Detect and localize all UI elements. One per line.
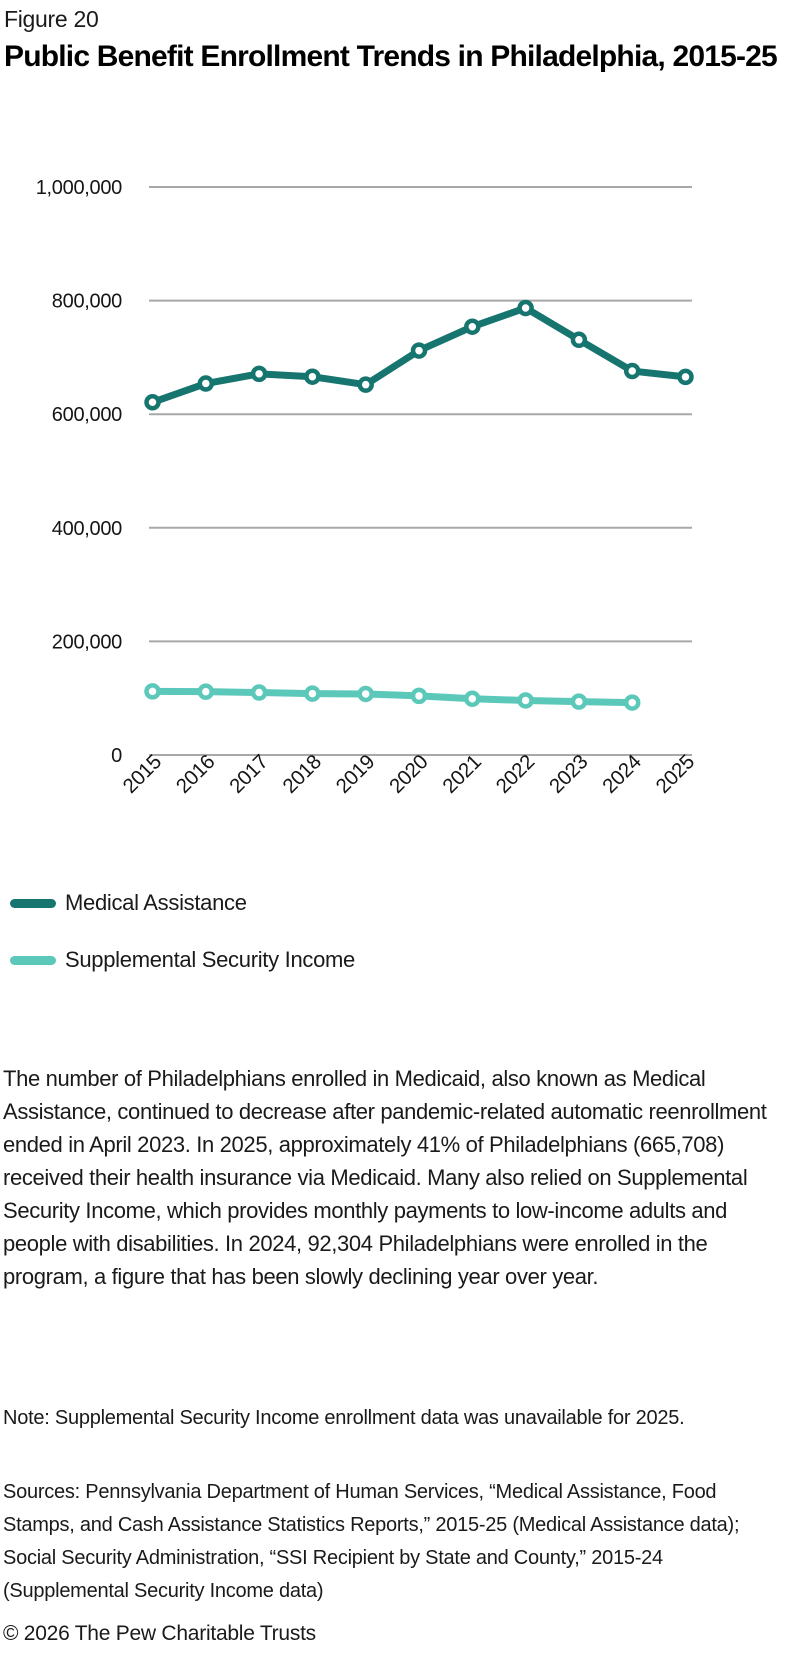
data-point-marker <box>357 376 374 393</box>
figure-label: Figure 20 <box>4 6 99 32</box>
svg-text:2018: 2018 <box>278 750 326 798</box>
data-point-marker <box>517 299 534 317</box>
svg-text:1,000,000: 1,000,000 <box>36 177 122 199</box>
svg-text:2016: 2016 <box>172 750 220 798</box>
data-point-marker <box>623 362 641 380</box>
series-medical-assistance <box>144 299 694 411</box>
chart-legend: Medical Assistance Supplemental Security… <box>10 888 355 975</box>
figure-sources: Sources: Pennsylvania Department of Huma… <box>3 1481 740 1602</box>
svg-text:2025: 2025 <box>651 750 699 798</box>
legend-label: Medical Assistance <box>65 890 247 915</box>
figure-note: Note: Supplemental Security Income enrol… <box>3 1407 685 1429</box>
svg-text:2015: 2015 <box>118 750 166 798</box>
svg-text:400,000: 400,000 <box>52 518 122 540</box>
y-axis-labels: 0 200,000 400,000 600,000 800,000 1,000,000 <box>36 177 123 767</box>
data-point-marker <box>304 368 321 385</box>
data-point-marker <box>144 394 161 411</box>
data-point-marker <box>570 693 588 710</box>
svg-text:200,000: 200,000 <box>52 631 122 653</box>
figure-description: The number of Philadelphians enrolled in… <box>3 1066 767 1289</box>
gridlines <box>149 186 692 756</box>
data-point-marker <box>623 694 641 711</box>
ssi-swatch-icon <box>10 955 56 965</box>
data-point-marker <box>410 342 428 359</box>
legend-item-supplemental-security-income: Supplemental Security Income <box>10 945 355 975</box>
svg-text:800,000: 800,000 <box>52 291 122 313</box>
svg-text:2020: 2020 <box>385 750 433 798</box>
legend-label: Supplemental Security Income <box>65 947 355 972</box>
svg-text:2021: 2021 <box>438 750 486 798</box>
page-title: Public Benefit Enrollment Trends in Phil… <box>4 40 778 73</box>
svg-text:2019: 2019 <box>332 750 380 798</box>
svg-text:0: 0 <box>111 745 122 767</box>
series-supplemental-security-income <box>144 683 641 711</box>
data-point-marker <box>250 365 268 383</box>
data-point-marker <box>517 692 534 709</box>
medical-assistance-swatch-icon <box>10 898 56 908</box>
svg-text:2017: 2017 <box>225 750 273 798</box>
data-point-marker <box>410 687 428 705</box>
svg-text:2024: 2024 <box>598 750 646 798</box>
data-point-marker <box>197 375 215 392</box>
svg-text:600,000: 600,000 <box>52 404 122 426</box>
data-point-marker <box>144 683 161 700</box>
data-point-marker <box>250 684 268 701</box>
data-point-marker <box>357 685 374 703</box>
data-point-marker <box>197 683 215 700</box>
legend-item-medical-assistance: Medical Assistance <box>10 888 355 918</box>
data-point-marker <box>677 368 694 386</box>
data-point-marker <box>304 685 321 702</box>
enrollment-chart: 0 200,000 400,000 600,000 800,000 1,000,000 20… <box>36 177 699 798</box>
data-point-marker <box>464 690 481 708</box>
copyright-footer: © 2026 The Pew Charitable Trusts <box>3 1622 316 1645</box>
svg-text:2022: 2022 <box>491 750 539 798</box>
data-point-marker <box>464 318 481 335</box>
x-axis-labels: 2015 2016 2017 2018 2019 2020 2021 2022 2023 2024… <box>118 750 699 798</box>
svg-text:2023: 2023 <box>545 750 593 798</box>
data-point-marker <box>570 331 588 349</box>
